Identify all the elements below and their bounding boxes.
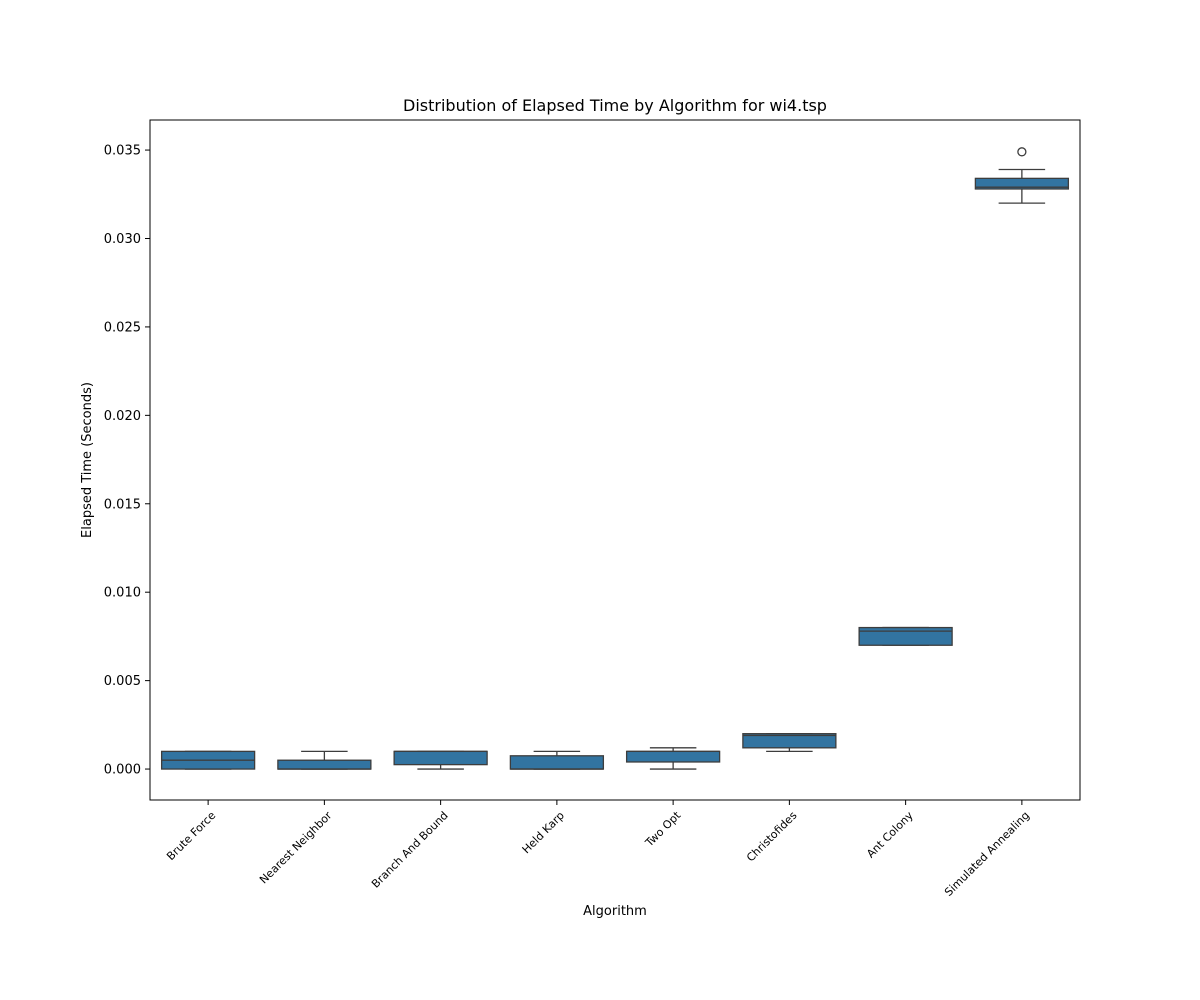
y-tick-label: 0.020 bbox=[104, 409, 141, 424]
iqr-box bbox=[625, 750, 721, 763]
outlier-point bbox=[1017, 147, 1027, 157]
box-0 bbox=[160, 750, 256, 770]
box-4 bbox=[625, 747, 721, 770]
y-tick-label: 0.010 bbox=[104, 586, 141, 601]
iqr-box bbox=[277, 759, 372, 770]
box-2 bbox=[393, 750, 488, 770]
plot-frame bbox=[149, 119, 1081, 801]
y-tick-label: 0.035 bbox=[104, 144, 141, 159]
iqr-box bbox=[974, 177, 1070, 190]
y-axis: 0.000 0.005 0.010 0.015 0.020 0.025 0.030 0.035 bbox=[104, 144, 150, 778]
y-tick-label: 0.025 bbox=[104, 320, 141, 335]
box-1 bbox=[277, 750, 372, 770]
y-tick-label: 0.030 bbox=[104, 232, 141, 247]
y-axis-label: Elapsed Time (Seconds) bbox=[80, 382, 95, 538]
x-axis-label: Algorithm bbox=[583, 904, 647, 919]
box-3 bbox=[509, 750, 605, 770]
box-6 bbox=[858, 626, 953, 646]
box-5 bbox=[742, 733, 837, 753]
y-tick-label: 0.005 bbox=[104, 674, 141, 689]
y-tick-label: 0.015 bbox=[104, 497, 141, 512]
y-tick-label: 0.000 bbox=[104, 763, 141, 778]
box-7 bbox=[974, 147, 1070, 204]
iqr-box bbox=[858, 626, 953, 646]
chart-title: Distribution of Elapsed Time by Algorith… bbox=[403, 96, 827, 115]
iqr-box bbox=[509, 755, 605, 770]
box-group bbox=[160, 147, 1070, 770]
iqr-box bbox=[742, 733, 837, 749]
iqr-box bbox=[393, 750, 488, 766]
